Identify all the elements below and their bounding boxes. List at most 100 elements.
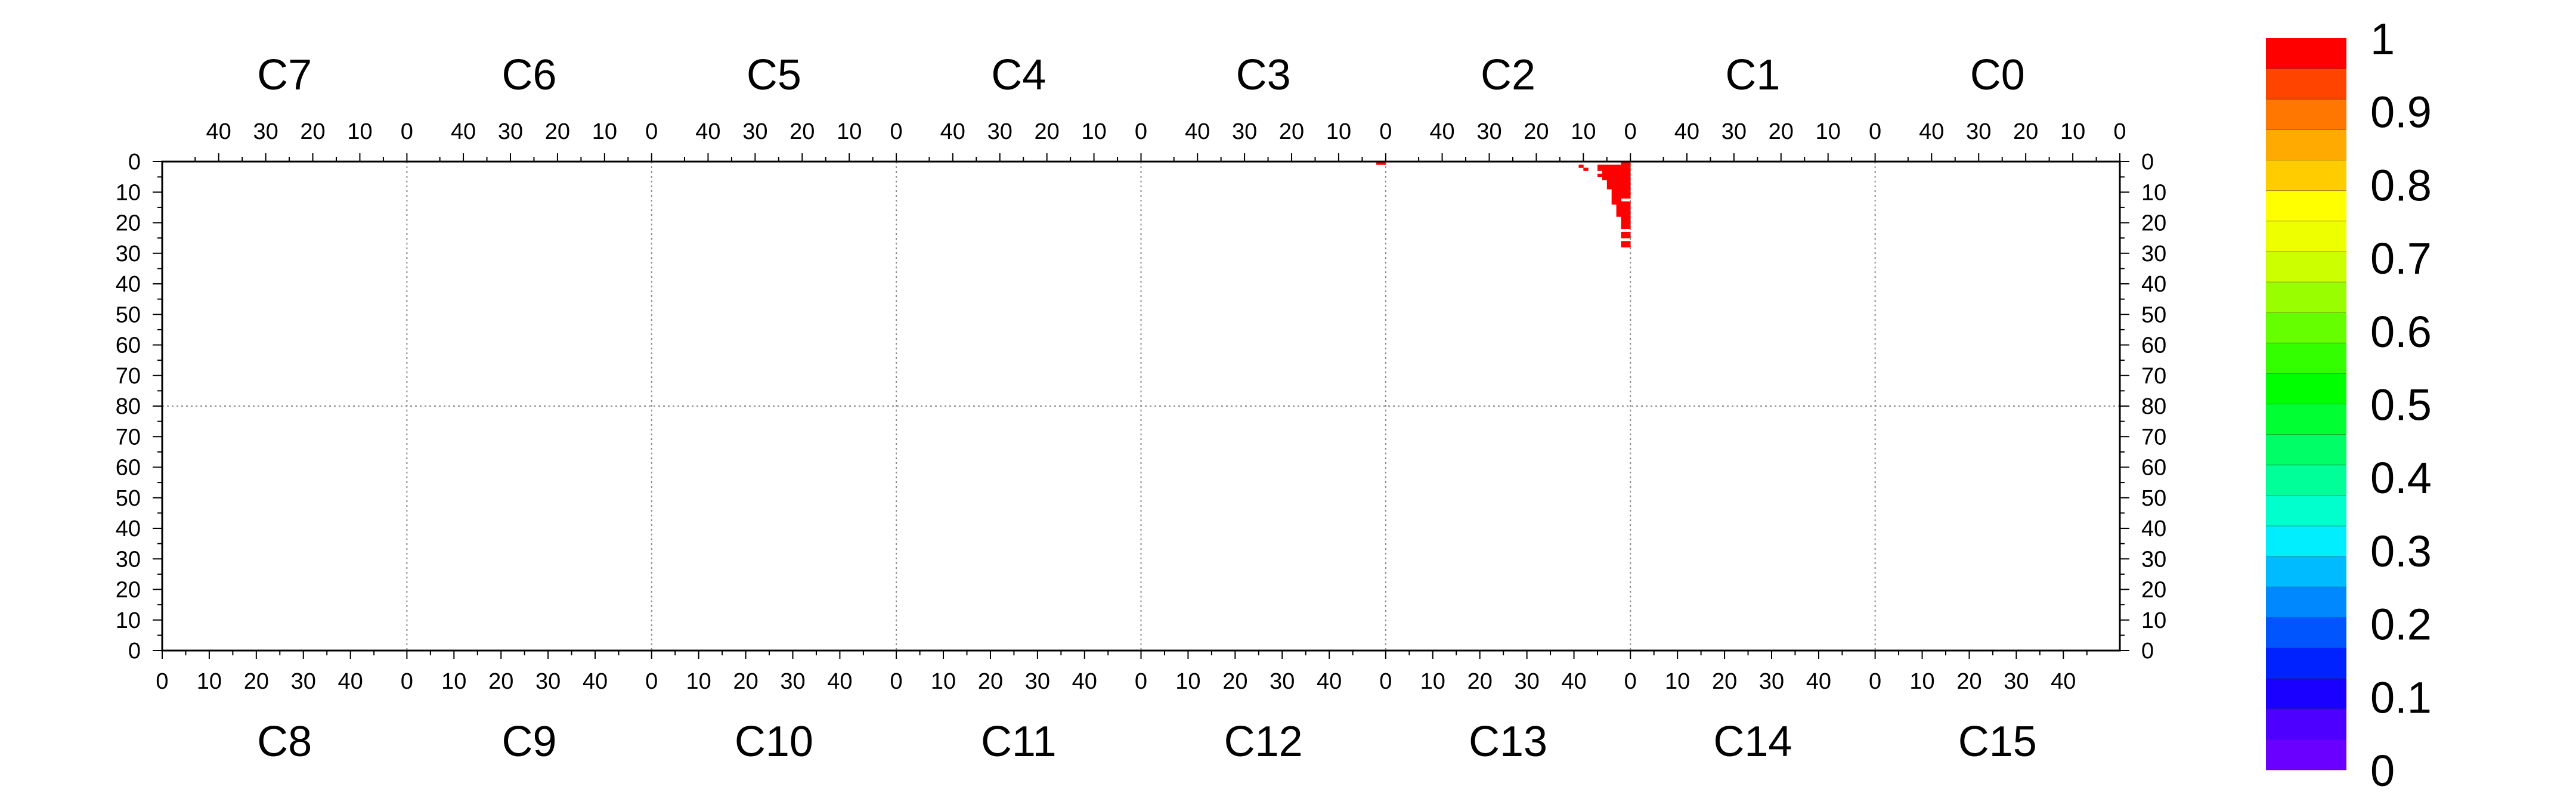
chip-label-bottom: C15 [1958,718,2037,766]
chip-label-top: C4 [991,51,1046,99]
heatmap-cell [1626,244,1631,247]
y-tick-label-right: 0 [2141,150,2154,175]
bottom-x-tick-label: 30 [535,669,561,694]
y-tick-label-right: 10 [2141,608,2166,633]
chip-label-top: C2 [1481,51,1535,99]
top-x-tick-label: 0 [401,119,413,144]
y-tick-label-right: 20 [2141,578,2166,603]
heatmap-cell [1611,189,1617,193]
colorbar-label: 0.5 [2370,380,2432,430]
y-tick-label-right: 60 [2141,456,2166,481]
colorbar-segment [2266,556,2346,587]
colorbar-segment [2266,160,2346,191]
chip-label-bottom: C13 [1469,718,1547,766]
heatmap-cell [1602,168,1608,171]
heatmap-cell [1626,235,1631,239]
bottom-x-tick-label: 10 [931,669,956,694]
top-x-tick-label: 30 [742,119,767,144]
y-tick-label-left: 60 [116,333,141,358]
heatmap-cell [1621,162,1626,165]
heatmap-cell [1616,171,1621,174]
colorbar: 1 0.9 0.8 0.7 0.6 0.5 0.4 0.3 0.2 0.1 0 [2266,14,2432,795]
top-x-tick-label: 40 [1185,119,1210,144]
bottom-x-tick-label: 10 [1909,669,1934,694]
y-tick-label-right: 30 [2141,547,2166,572]
heatmap-cell [1616,174,1621,178]
heatmap-cell [1621,219,1626,223]
bottom-x-tick-label: 20 [733,669,758,694]
bottom-x-tick-label: 0 [1379,669,1392,694]
y-tick-label-left: 60 [116,456,141,481]
colorbar-label: 0.9 [2370,88,2432,137]
top-x-tick-label: 0 [645,119,658,144]
colorbar-segment [2266,739,2346,770]
heatmap-cell [1626,186,1631,190]
heatmap-cell [1616,198,1621,202]
colorbar-label: 0.2 [2370,600,2432,649]
heatmap-cell [1602,165,1608,168]
heatmap-cell [1621,182,1626,187]
labels-layer: C7 C6 C5 C4 C3 C2 C1 C0 C8 C9 C10 C11 C12 C13 C14 C15 40… [116,51,2167,766]
heatmap-cell [1597,168,1603,171]
bottom-x-tick-label: 0 [1624,669,1637,694]
heatmap-cell [1621,189,1626,193]
y-tick-label-left: 10 [116,180,141,205]
top-x-tick-label: 40 [1429,119,1454,144]
heatmap-cell [1616,186,1621,190]
y-tick-label-right: 60 [2141,333,2166,358]
colorbar-label: 0.1 [2370,673,2432,722]
top-x-tick-label: 40 [695,119,720,144]
heatmap-cell [1616,192,1621,196]
top-x-tick-label: 30 [987,119,1013,144]
bottom-x-tick-label: 30 [1025,669,1050,694]
heatmap-cell [1626,222,1631,227]
colorbar-label: 0 [2370,746,2395,795]
heatmap-cell [1626,241,1631,244]
heatmap-cell [1606,186,1612,190]
heatmap-cell [1626,174,1631,178]
colorbar-segment [2266,69,2346,100]
heatmap-cell [1626,171,1631,174]
top-x-tick-label: 20 [1279,119,1304,144]
bottom-x-tick-label: 40 [338,669,363,694]
bottom-x-tick-label: 40 [1806,669,1831,694]
colorbar-segment [2266,648,2346,679]
heatmap-cell [1616,189,1621,193]
heatmap-cell [1626,213,1631,217]
y-tick-label-right: 70 [2141,364,2166,389]
chip-label-top: C7 [257,51,312,99]
y-tick-label-left: 10 [116,608,141,633]
bottom-x-tick-label: 0 [1135,669,1147,694]
top-x-tick-label: 20 [789,119,815,144]
top-x-tick-label: 20 [1769,119,1794,144]
top-x-tick-label: 20 [1524,119,1549,144]
heatmap-cell [1602,177,1608,181]
top-x-tick-label: 10 [1816,119,1841,144]
colorbar-segment [2266,38,2346,69]
bottom-x-tick-label: 0 [156,669,168,694]
heatmap-cell [1626,210,1631,214]
heatmap-cell [1626,219,1631,223]
heatmap-cell [1611,182,1617,187]
top-x-tick-label: 20 [2013,119,2038,144]
top-x-tick-label: 0 [1379,119,1392,144]
bottom-x-tick-label: 40 [1317,669,1342,694]
colorbar-segment [2266,190,2346,222]
top-x-tick-label: 40 [451,119,476,144]
cells-layer [1376,162,1631,247]
bottom-x-tick-label: 20 [1956,669,1981,694]
heatmap-cell [1626,189,1631,193]
bottom-x-tick-label: 30 [2004,669,2029,694]
colorbar-segment [2266,404,2346,435]
y-tick-label-right: 0 [2141,639,2154,664]
top-x-tick-label: 10 [2060,119,2085,144]
colorbar-segment [2266,251,2346,283]
chip-label-bottom: C8 [257,718,312,766]
heatmap-cell [1626,195,1631,199]
top-x-tick-label: 10 [347,119,372,144]
top-x-tick-label: 10 [1571,119,1596,144]
bottom-x-tick-label: 0 [890,669,903,694]
heatmap-cell [1626,207,1631,211]
top-x-tick-label: 10 [1081,119,1106,144]
bottom-x-tick-label: 10 [197,669,222,694]
